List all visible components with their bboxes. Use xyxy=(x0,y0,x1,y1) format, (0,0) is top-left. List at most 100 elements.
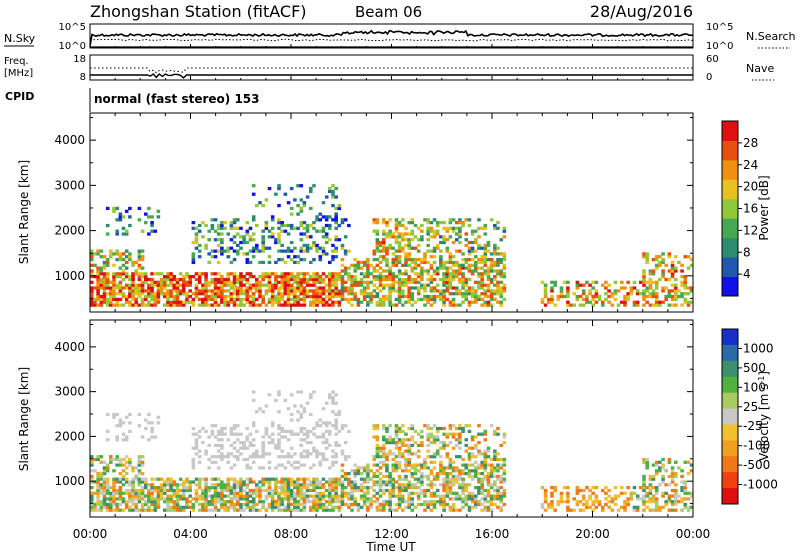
power-cell xyxy=(220,221,224,225)
power-cell xyxy=(109,255,113,259)
velocity-cell xyxy=(191,505,196,509)
velocity-cell xyxy=(204,452,208,456)
velocity-cell xyxy=(401,469,405,473)
velocity-cell xyxy=(604,486,608,490)
power-cell xyxy=(159,277,164,282)
power-cell xyxy=(331,189,335,194)
power-cell xyxy=(613,297,618,302)
velocity-cell xyxy=(245,466,250,470)
velocity-cell xyxy=(255,429,259,434)
velocity-cell xyxy=(493,452,497,456)
power-cell xyxy=(413,260,418,265)
velocity-cell xyxy=(331,508,335,512)
velocity-cell xyxy=(270,500,275,504)
velocity-cell xyxy=(362,491,367,495)
velocity-cell xyxy=(264,432,269,436)
power-cell xyxy=(137,294,142,299)
power-cell xyxy=(258,260,262,265)
velocity-cell xyxy=(340,426,345,431)
power-cell xyxy=(270,283,275,287)
velocity-cell xyxy=(315,505,319,509)
velocity-cell xyxy=(461,488,465,493)
velocity-cell xyxy=(464,438,469,442)
velocity-cell xyxy=(572,508,576,512)
velocity-cell xyxy=(232,502,237,507)
velocity-cell xyxy=(213,435,218,439)
power-cell xyxy=(480,303,484,307)
power-cell xyxy=(642,272,646,276)
power-cell xyxy=(502,252,507,256)
velocity-cell xyxy=(489,424,494,428)
velocity-cell xyxy=(312,494,316,498)
velocity-cell xyxy=(305,497,310,501)
velocity-cell xyxy=(378,508,383,512)
power-cell xyxy=(543,294,548,299)
power-cell xyxy=(302,277,307,282)
velocity-cell xyxy=(267,491,272,495)
power-cell xyxy=(407,221,411,225)
velocity-cell xyxy=(581,508,586,512)
velocity-cell xyxy=(378,446,383,450)
velocity-cell xyxy=(442,500,446,504)
velocity-cell xyxy=(340,480,345,484)
velocity-cell xyxy=(277,500,281,504)
velocity-cell xyxy=(99,502,104,507)
xtick-label: 12:00 xyxy=(374,527,409,541)
power-cell xyxy=(220,283,224,287)
velocity-cell xyxy=(553,486,557,490)
velocity-cell xyxy=(677,494,681,498)
power-cell xyxy=(347,249,351,253)
velocity-cell xyxy=(150,491,154,495)
power-cell xyxy=(496,246,500,250)
velocity-cell xyxy=(296,477,300,481)
power-cell xyxy=(347,272,351,276)
velocity-cell xyxy=(207,443,211,448)
velocity-cell xyxy=(404,457,408,462)
power-cell xyxy=(105,300,110,304)
velocity-cell xyxy=(645,466,649,470)
power-cell xyxy=(353,297,357,302)
power-cell xyxy=(169,289,173,293)
power-cell xyxy=(467,223,472,228)
power-cell xyxy=(109,294,113,299)
velocity-cell xyxy=(445,474,450,479)
velocity-cell xyxy=(147,500,151,504)
power-cell xyxy=(464,292,469,296)
velocity-cell xyxy=(302,483,307,487)
velocity-cell xyxy=(642,497,646,501)
velocity-cell xyxy=(540,502,545,507)
power-cell xyxy=(404,272,408,276)
power-cell xyxy=(321,272,326,276)
velocity-cell xyxy=(137,508,142,512)
velocity-cell xyxy=(90,505,94,509)
power-cell xyxy=(420,229,424,233)
velocity-cell xyxy=(207,508,211,512)
velocity-cell xyxy=(204,502,208,507)
power-cell xyxy=(182,286,186,290)
power-cell xyxy=(648,269,653,273)
power-cell xyxy=(401,235,405,239)
power-cell xyxy=(407,277,411,282)
velocity-cell xyxy=(286,483,291,487)
velocity-cell xyxy=(477,472,481,476)
velocity-cell xyxy=(302,494,307,498)
velocity-cell xyxy=(455,455,459,459)
velocity-cell xyxy=(191,508,196,512)
velocity-cell xyxy=(267,477,272,481)
velocity-cell xyxy=(309,393,313,397)
velocity-cell xyxy=(226,438,231,442)
cbar-swatch xyxy=(722,218,738,239)
power-cell xyxy=(604,280,608,284)
velocity-cell xyxy=(232,486,237,490)
power-cell xyxy=(382,283,386,287)
velocity-cell xyxy=(328,483,332,487)
power-cell xyxy=(378,249,383,253)
velocity-cell xyxy=(366,505,370,509)
power-cell xyxy=(464,289,469,293)
power-cell xyxy=(451,240,456,245)
velocity-cell xyxy=(296,466,300,470)
cbar-swatch xyxy=(722,257,738,278)
velocity-cell xyxy=(413,491,418,495)
power-cell xyxy=(683,277,688,282)
power-cell xyxy=(474,280,478,284)
